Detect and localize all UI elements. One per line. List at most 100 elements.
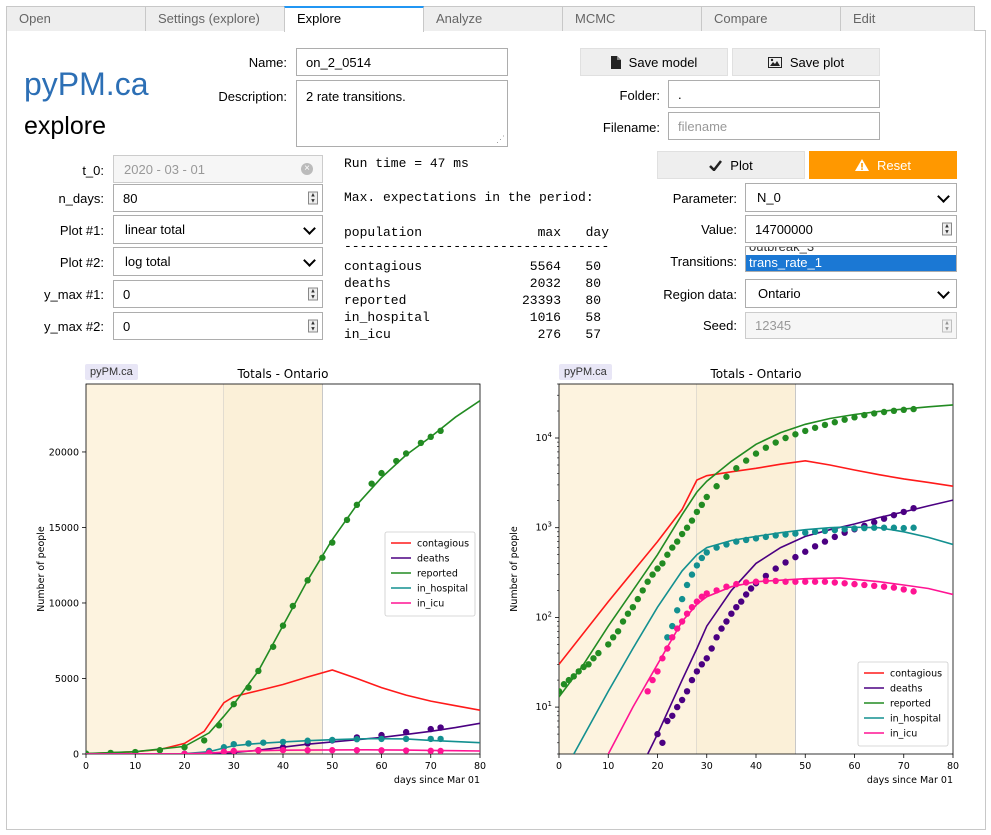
in_icu-data-point — [703, 590, 710, 597]
in_icu-data-point — [772, 577, 779, 585]
folder-field[interactable]: . — [668, 80, 880, 108]
deaths-data-point — [728, 610, 735, 617]
y-tick-label: 103 — [535, 521, 552, 534]
in_icu-data-point — [437, 747, 444, 754]
max-cell: 23393 — [521, 293, 561, 308]
ymax1-input[interactable]: 0 ▲ ▼ — [113, 280, 323, 308]
reported-data-point — [654, 565, 661, 572]
plot-button[interactable]: Plot — [657, 151, 805, 179]
parameter-value: N_0 — [757, 190, 781, 205]
y-axis-label: Number of people — [36, 526, 47, 612]
resize-grip-icon[interactable]: ⋰ — [496, 134, 505, 144]
deaths-data-point — [871, 519, 878, 526]
seed-value: 12345 — [755, 318, 792, 333]
in_hospital-data-point — [821, 527, 829, 535]
save-plot-button[interactable]: Save plot — [732, 48, 880, 76]
in_icu-data-point — [910, 588, 917, 595]
deaths-data-point — [821, 538, 829, 545]
day-cell: 57 — [585, 327, 601, 342]
reported-data-point — [437, 427, 444, 435]
y-tick-label: 0 — [73, 750, 79, 761]
tab-compare[interactable]: Compare — [701, 6, 841, 31]
save-model-button[interactable]: Save model — [580, 48, 728, 76]
reported-data-point — [683, 524, 691, 531]
region-select[interactable]: Ontario — [745, 279, 957, 308]
in_icu-data-point — [654, 668, 661, 675]
reported-data-point — [279, 622, 287, 629]
in_icu-data-point — [782, 578, 789, 585]
tab-bar: Open Settings (explore) Explore Analyze … — [6, 6, 986, 32]
max-cell: 276 — [537, 327, 561, 342]
reset-button[interactable]: Reset — [809, 151, 957, 179]
parameter-select[interactable]: N_0 — [745, 183, 957, 212]
reported-data-point — [669, 544, 676, 551]
transitions-label: Transitions: — [670, 254, 737, 269]
deaths-data-point — [782, 559, 789, 566]
transition-option-selected[interactable]: trans_rate_1 — [746, 255, 956, 271]
tab-edit[interactable]: Edit — [840, 6, 975, 31]
in_icu-data-point — [678, 618, 686, 625]
ymax1-spinner-icon[interactable]: ▲ ▼ — [308, 287, 318, 301]
in_icu-data-point — [811, 578, 819, 585]
tab-settings-explore[interactable]: Settings (explore) — [145, 6, 285, 31]
ndays-value: 80 — [123, 190, 138, 206]
tab-mcmc[interactable]: MCMC — [562, 6, 702, 31]
transition-option[interactable]: outbreak_3 — [749, 246, 815, 254]
reported-data-point — [107, 749, 114, 754]
day-cell: 80 — [585, 293, 601, 308]
y-axis-label: Number of people — [509, 526, 520, 612]
reported-data-point — [713, 483, 720, 490]
day-cell: 50 — [585, 259, 601, 274]
deaths-data-point — [437, 724, 444, 731]
tab-analyze[interactable]: Analyze — [423, 6, 563, 31]
col-max-header: max — [537, 225, 561, 240]
x-tick-label: 30 — [701, 761, 713, 772]
plot-button-label: Plot — [730, 157, 753, 173]
deaths-data-point — [654, 730, 661, 738]
chart-badge: pyPM.ca — [85, 364, 138, 380]
value-spinner-icon[interactable]: ▲ ▼ — [942, 222, 952, 236]
ndays-spinner-icon[interactable]: ▲ ▼ — [308, 191, 318, 205]
chart-badge: pyPM.ca — [559, 364, 612, 380]
tab-explore[interactable]: Explore — [284, 6, 424, 32]
in_icu-data-point — [230, 747, 237, 754]
in_icu-data-point — [802, 578, 809, 585]
name-field[interactable]: on_2_0514 — [296, 48, 508, 76]
reported-data-point — [792, 431, 799, 438]
deaths-data-point — [693, 668, 701, 675]
reported-data-point — [802, 427, 809, 435]
reported-data-point — [880, 408, 888, 416]
reported-data-point — [181, 744, 188, 751]
in_icu-data-point — [821, 578, 829, 585]
deaths-data-point — [742, 591, 750, 598]
transitions-listbox[interactable]: outbreak_3 trans_rate_1 — [745, 246, 957, 272]
population-cell: contagious — [344, 259, 423, 274]
plot2-select[interactable]: log total — [113, 247, 323, 276]
reported-data-point — [378, 469, 385, 477]
ymax1-label: y_max #1: — [44, 287, 104, 302]
deaths-data-point — [772, 565, 779, 572]
folder-label: Folder: — [619, 88, 660, 103]
plot1-select[interactable]: linear total — [113, 215, 323, 244]
chart-title: Totals - Ontario — [237, 367, 329, 381]
tab-open[interactable]: Open — [6, 6, 146, 31]
description-field[interactable]: 2 rate transitions. ⋰ — [296, 80, 508, 147]
ndays-input[interactable]: 80 ▲ ▼ — [113, 184, 323, 212]
value-input[interactable]: 14700000 ▲ ▼ — [745, 215, 957, 243]
in_icu-data-point — [831, 579, 838, 586]
x-tick-label: 40 — [750, 761, 762, 772]
deaths-data-point — [688, 676, 696, 684]
explore-panel — [6, 30, 986, 830]
reported-data-point — [269, 643, 277, 650]
x-axis-label: days since Mar 01 — [867, 775, 953, 786]
x-tick-label: 0 — [556, 761, 562, 772]
filename-field[interactable]: filename — [668, 112, 880, 140]
in_hospital-data-point — [703, 549, 710, 556]
legend-entry: in_hospital — [890, 714, 941, 725]
in_hospital-data-point — [713, 544, 720, 551]
in_hospital-data-point — [688, 571, 696, 578]
ymax2-spinner-icon[interactable]: ▲ ▼ — [308, 319, 318, 333]
ymax2-input[interactable]: 0 ▲ ▼ — [113, 312, 323, 340]
image-icon — [767, 56, 782, 68]
in_hospital-data-point — [669, 622, 676, 630]
